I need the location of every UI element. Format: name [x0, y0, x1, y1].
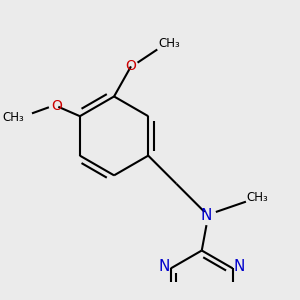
Text: N: N	[159, 259, 170, 274]
Text: O: O	[51, 99, 62, 113]
Text: CH₃: CH₃	[3, 111, 25, 124]
Text: N: N	[201, 208, 212, 223]
Text: CH₃: CH₃	[158, 38, 180, 50]
Text: N: N	[234, 259, 245, 274]
Text: O: O	[125, 59, 136, 74]
Text: CH₃: CH₃	[247, 191, 268, 204]
